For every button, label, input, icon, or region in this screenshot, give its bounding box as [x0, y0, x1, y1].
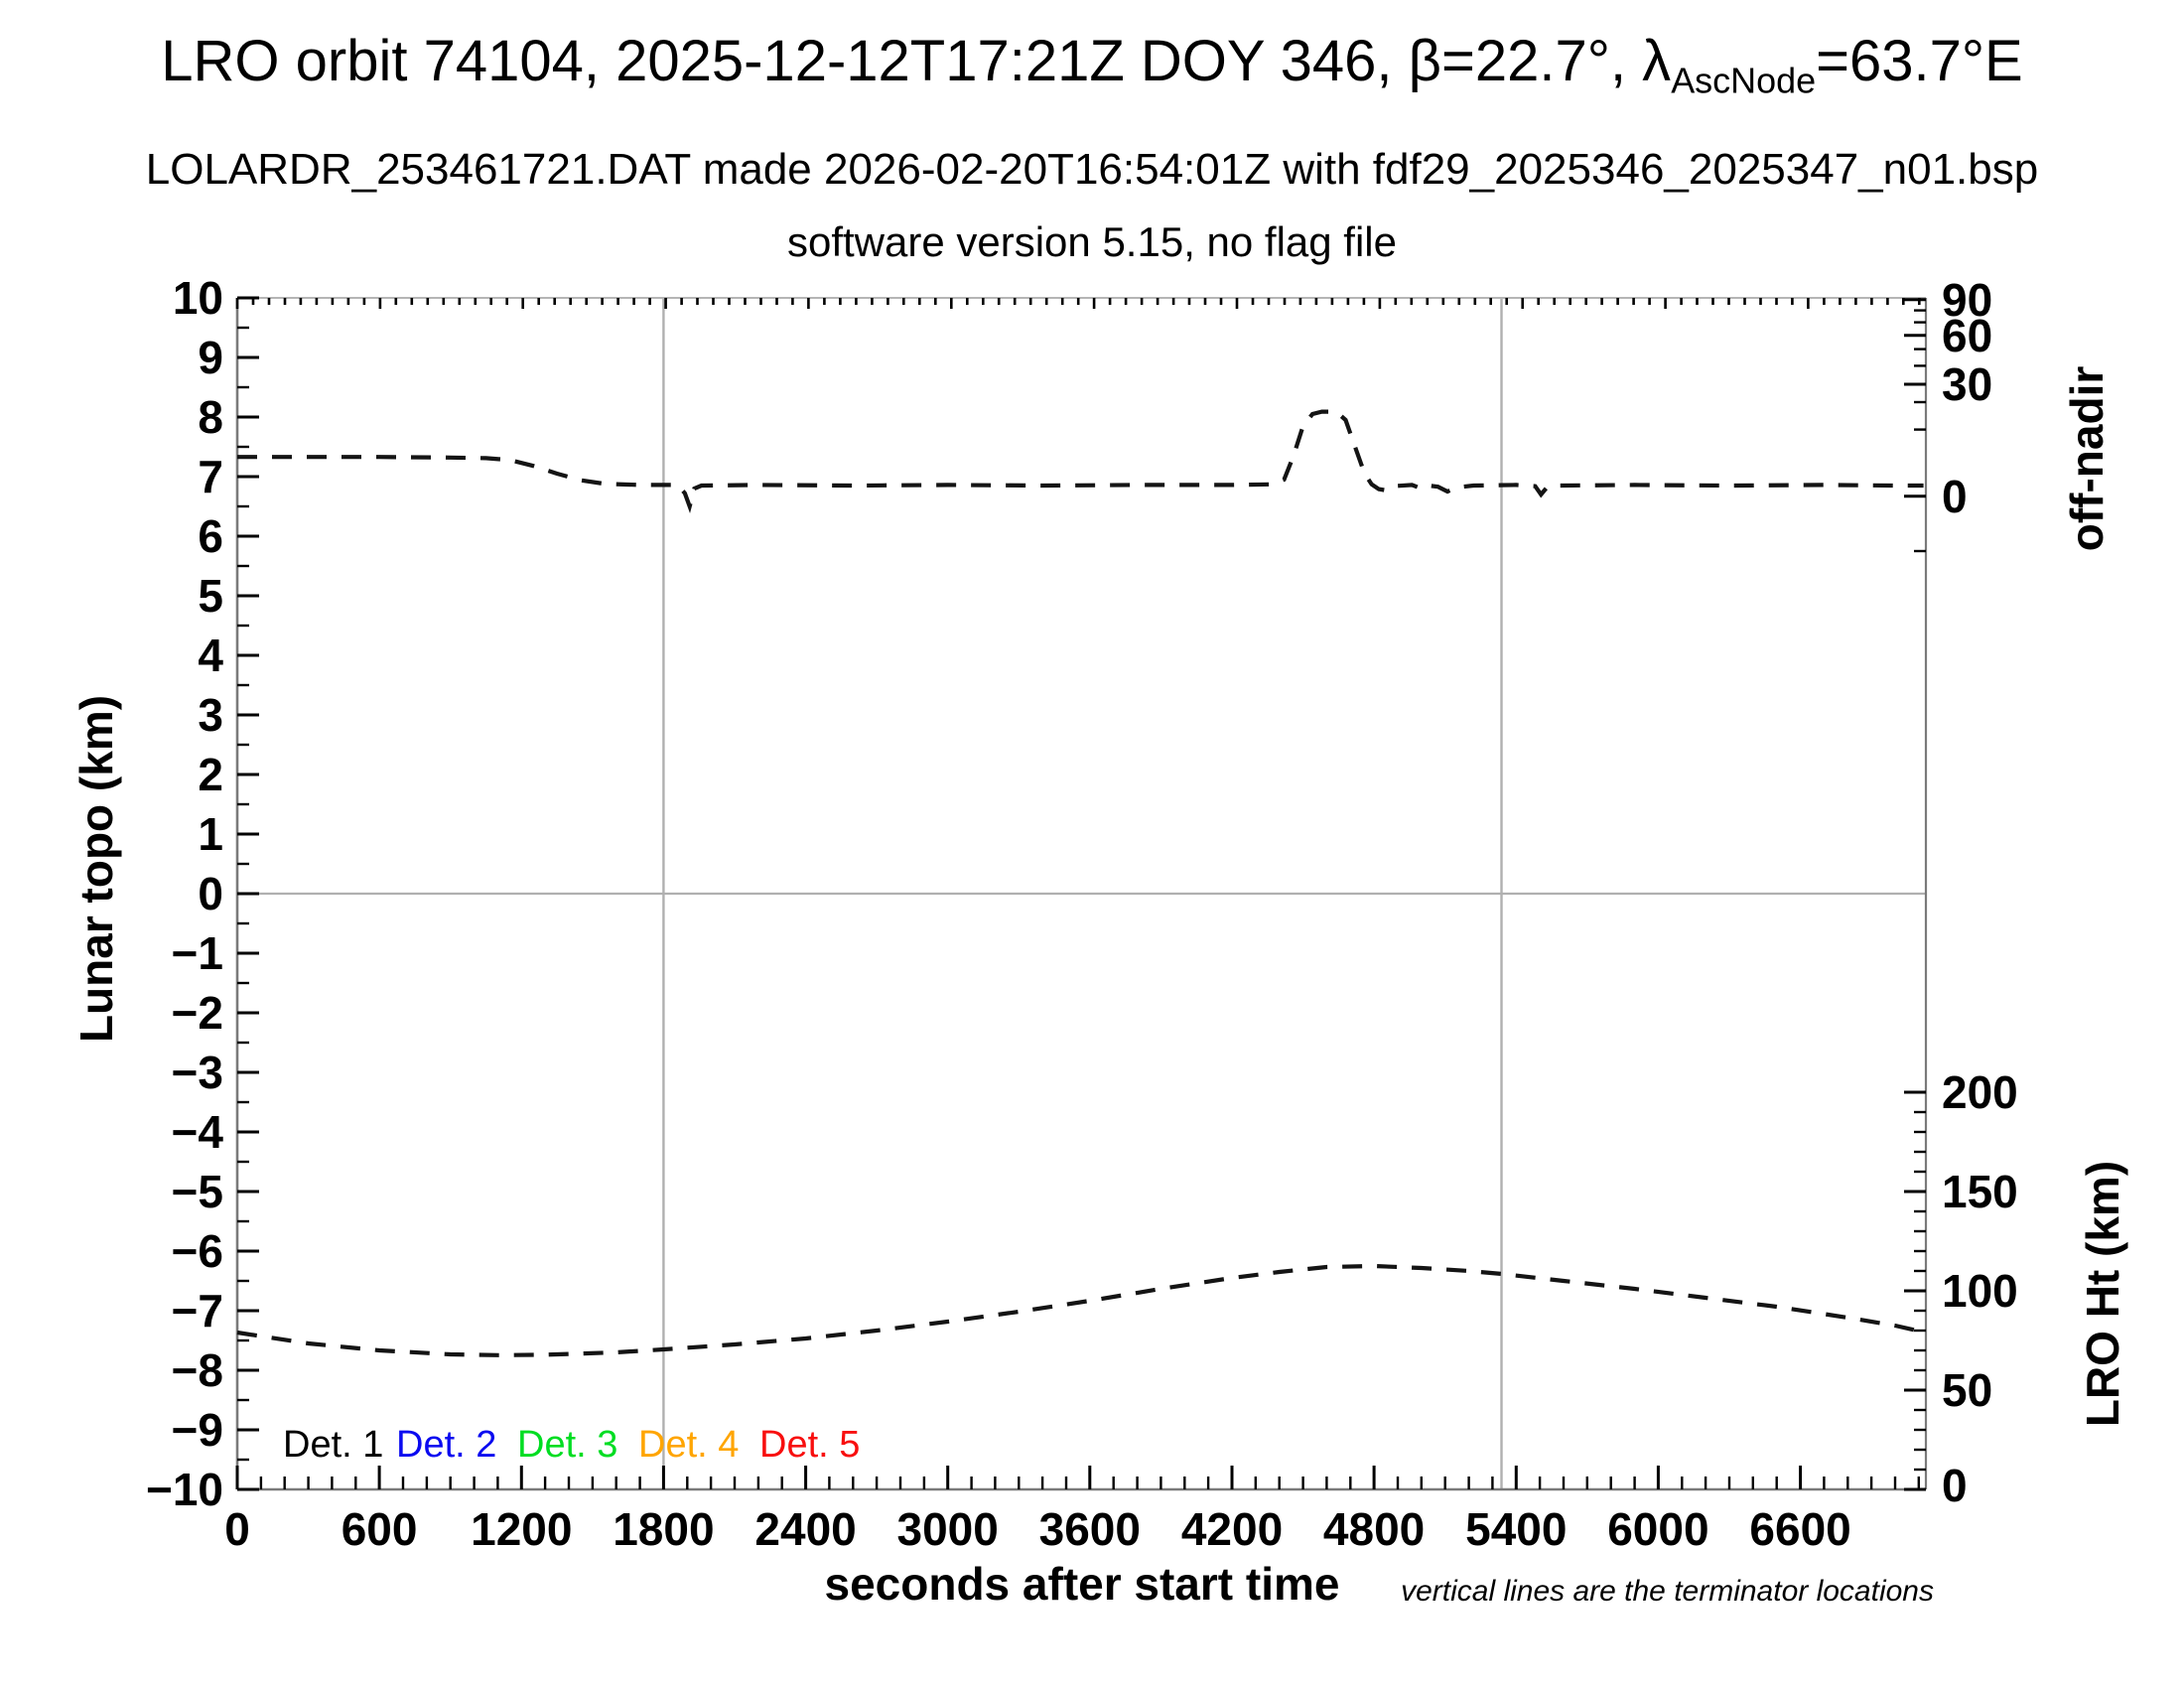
offnadir-tick-label: 30 [1942, 358, 1992, 410]
y-tick-label: 5 [198, 570, 223, 622]
x-tick-label: 1800 [613, 1503, 714, 1555]
x-tick-label: 2400 [754, 1503, 856, 1555]
y-tick-label: −9 [172, 1404, 223, 1456]
offnadir-curve [237, 409, 1924, 514]
x-tick-label: 4800 [1323, 1503, 1425, 1555]
y-tick-label: −3 [172, 1047, 223, 1098]
terminator-footnote: vertical lines are the terminator locati… [1401, 1575, 1934, 1608]
title-suffix: =63.7°E [1816, 29, 2023, 93]
y-tick-label: −2 [172, 987, 223, 1039]
offnadir-tick-label: 60 [1942, 310, 1992, 361]
y-tick-label: 0 [198, 868, 223, 919]
x-tick-label: 6600 [1749, 1503, 1850, 1555]
legend-item: Det. 2 [396, 1424, 496, 1466]
y-tick-label: −6 [172, 1225, 223, 1277]
y-tick-label: −4 [172, 1106, 224, 1158]
x-tick-label: 3600 [1039, 1503, 1141, 1555]
y-tick-label: −1 [172, 927, 223, 979]
y-tick-label: 9 [198, 332, 223, 383]
y-tick-label: −10 [146, 1464, 223, 1515]
y-tick-label: −8 [172, 1344, 223, 1396]
x-tick-label: 1200 [471, 1503, 572, 1555]
y-tick-label: 6 [198, 510, 223, 562]
title-subscript: AscNode [1671, 60, 1817, 101]
y-tick-label: 3 [198, 689, 223, 741]
legend-item: Det. 3 [517, 1424, 617, 1466]
y-tick-label: 2 [198, 749, 223, 800]
offnadir-tick-label: 90 [1942, 274, 1992, 326]
y-tick-label: 1 [198, 808, 223, 860]
software-version-line: software version 5.15, no flag file [786, 218, 1397, 265]
offnadir-tick-label: 0 [1942, 471, 1968, 522]
x-tick-label: 0 [224, 1503, 250, 1555]
y-tick-label: −5 [172, 1166, 223, 1217]
x-axis-title: seconds after start time [824, 1558, 1340, 1610]
page-title: LRO orbit 74104, 2025-12-12T17:21Z DOY 3… [0, 28, 2184, 102]
legend-item: Det. 5 [759, 1424, 860, 1466]
y-tick-label: 8 [198, 391, 223, 443]
y-tick-label: −7 [172, 1285, 223, 1336]
lroht-tick-label: 0 [1942, 1460, 1968, 1511]
y-tick-label: 4 [198, 630, 223, 681]
x-tick-label: 5400 [1465, 1503, 1567, 1555]
data-file-subtitle: LOLARDR_253461721.DAT made 2026-02-20T16… [145, 145, 2039, 194]
lroht-tick-label: 200 [1942, 1066, 2018, 1118]
legend-item: Det. 4 [638, 1424, 739, 1466]
lroht-tick-label: 150 [1942, 1166, 2018, 1217]
x-tick-label: 4200 [1181, 1503, 1283, 1555]
lroht-tick-label: 50 [1942, 1364, 1992, 1416]
lro-height-curve [236, 1263, 1927, 1357]
lroht-tick-label: 100 [1942, 1265, 2018, 1317]
y-tick-label: 10 [173, 272, 223, 324]
legend-item: Det. 1 [283, 1424, 383, 1466]
x-tick-label: 3000 [897, 1503, 999, 1555]
x-tick-label: 600 [341, 1503, 418, 1555]
x-tick-label: 6000 [1607, 1503, 1708, 1555]
y-tick-label: 7 [198, 451, 223, 502]
title-prefix: LRO orbit 74104, 2025-12-12T17:21Z DOY 3… [161, 29, 1672, 93]
